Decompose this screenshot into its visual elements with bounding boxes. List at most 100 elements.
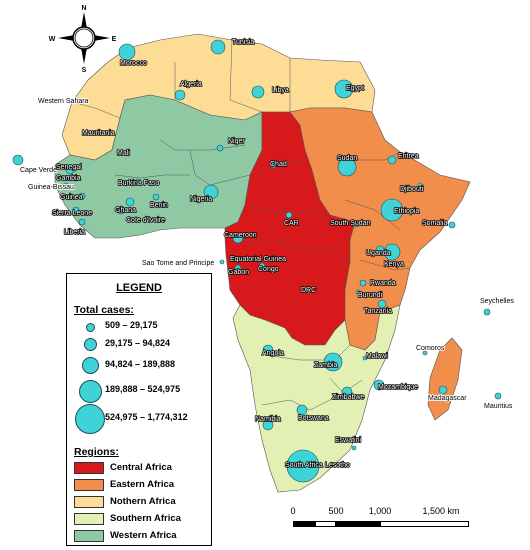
bubble-liberia: [78, 218, 86, 226]
bubble-cameroon: [232, 232, 244, 244]
label-zambia: Zambia: [314, 362, 337, 369]
legend-swatch-northern: [74, 496, 104, 508]
legend-swatch-southern: [74, 513, 104, 525]
bubble-gambia: [72, 174, 80, 182]
label-djibouti: Djibouti: [400, 186, 424, 193]
label-namibia: Namibia: [255, 416, 281, 423]
bubble-sierra-leone: [72, 206, 80, 214]
bubble-cote-d-ivoire: [116, 205, 126, 215]
region-southern-africa: [232, 304, 401, 493]
bubble-mauritius: [494, 392, 502, 400]
bubble-namibia: [262, 419, 274, 431]
legend-swatch-central: [74, 462, 104, 474]
compass-east: E: [112, 36, 117, 43]
legend: LEGEND Total cases: 509 – 29,175 29,175 …: [66, 273, 212, 546]
bubble-morocco: [118, 43, 136, 61]
label-guinea: Guinea: [60, 194, 83, 201]
legend-region-southern: Southern Africa: [74, 513, 210, 526]
label-congo: Congo: [258, 266, 279, 273]
label-gabon: Gabon: [228, 269, 249, 276]
bubble-guinea: [78, 192, 86, 200]
legend-region-label-western: Western Africa: [110, 530, 177, 541]
label-uganda: Uganda: [366, 250, 391, 257]
bubble-drc: [303, 286, 311, 294]
bubble-car: [285, 211, 293, 219]
scale-segment-4: [380, 521, 469, 527]
label-rwanda: Rwanda: [370, 280, 396, 287]
bubble-zimbabwe: [341, 386, 353, 398]
legend-region-label-northern: Nothern Africa: [110, 496, 176, 507]
legend-bubble-5: [75, 404, 105, 434]
label-nigeria: Nigeria: [190, 196, 212, 203]
case-bubbles: [12, 39, 502, 483]
label-car: CAR: [284, 220, 299, 227]
bubble-chad: [270, 161, 278, 169]
bubble-madagascar: [438, 385, 448, 395]
label-cameroon: Cameroon: [224, 232, 257, 239]
label-ghana: Ghana: [115, 207, 136, 214]
label-seychelles: Seychelles: [480, 298, 514, 305]
bubble-south-africa: [286, 449, 320, 483]
bubble-mozambique: [373, 379, 385, 391]
scale-bar: 0 500 1,000 1,500 km: [290, 506, 469, 536]
bubble-tanzania: [377, 299, 387, 309]
legend-size-label-4: 189,888 – 524,975: [105, 384, 181, 394]
label-western-sahara: Western Sahara: [38, 98, 89, 105]
label-mauritius: Mauritius: [484, 403, 513, 410]
bubble-guinea-bissau: [62, 182, 70, 190]
scale-tick-500: 500: [328, 506, 344, 516]
bubble-south-sudan: [352, 220, 360, 228]
scale-tick-1500: 1,500 km: [422, 506, 460, 516]
label-gambia: Gambia: [56, 175, 81, 182]
label-cote-d-ivoire: Cote d'Ivoire: [126, 217, 165, 224]
label-guinea-bissau: Guinea-Bissau: [28, 184, 74, 191]
label-tunisia: Tunisia: [232, 39, 254, 46]
label-south-africa: South Africa: [285, 462, 323, 469]
legend-bubble-3: [82, 357, 99, 374]
label-kenya: Kenya: [384, 261, 404, 268]
bubble-comoros: [422, 350, 428, 356]
bubble-benin: [152, 193, 160, 201]
bubble-botswana: [296, 404, 308, 416]
label-benin: Benin: [150, 202, 168, 209]
label-chad: Chad: [270, 161, 287, 168]
bubble-malawi: [362, 355, 368, 361]
label-somalia: Somalia: [422, 220, 447, 227]
bubble-niger: [216, 144, 224, 152]
legend-region-label-southern: Southern Africa: [110, 513, 181, 524]
compass-rose: N S E W: [49, 5, 117, 74]
label-drc: DRC: [301, 287, 316, 294]
label-niger: Niger: [228, 138, 245, 145]
label-zimbabwe: Zimbabwe: [332, 394, 364, 401]
bubble-tunisia: [210, 39, 226, 55]
legend-size-label-5: 524,975 – 1,774,312: [105, 412, 188, 422]
bubble-gabon: [234, 264, 242, 272]
label-angola: Angola: [262, 350, 284, 357]
label-malawi: Malawi: [366, 353, 388, 360]
region-western-africa: [54, 94, 263, 239]
bubble-congo: [258, 262, 266, 270]
bubble-libya: [251, 85, 265, 99]
legend-region-label-eastern: Eastern Africa: [110, 479, 175, 490]
bubble-senegal: [65, 165, 75, 175]
legend-size-class-1: 509 – 29,175: [67, 320, 211, 334]
label-egypt: Egypt: [346, 85, 364, 92]
scale-tick-1000: 1,000: [368, 506, 392, 516]
label-libya: Libya: [272, 87, 289, 94]
madagascar-shape: [427, 337, 463, 421]
legend-bubble-2: [84, 338, 97, 351]
legend-size-label-1: 509 – 29,175: [105, 320, 158, 330]
label-botswana: Botswana: [298, 415, 329, 422]
bubble-nigeria: [203, 184, 219, 200]
legend-bubble-4: [79, 380, 102, 403]
bubble-egypt: [334, 79, 354, 99]
label-burundi: Burundi: [358, 292, 383, 299]
legend-size-class-2: 29,175 – 94,824: [67, 338, 211, 352]
bubble-burkina-faso: [134, 178, 142, 186]
bubble-ethiopia: [380, 198, 404, 222]
scale-tick-0: 0: [290, 506, 296, 516]
legend-region-northern: Nothern Africa: [74, 496, 210, 509]
label-equatorial-guinea: Equatorial Guinea: [230, 256, 286, 263]
label-comoros: Comoros: [416, 345, 445, 352]
bubble-rwanda: [359, 279, 367, 287]
